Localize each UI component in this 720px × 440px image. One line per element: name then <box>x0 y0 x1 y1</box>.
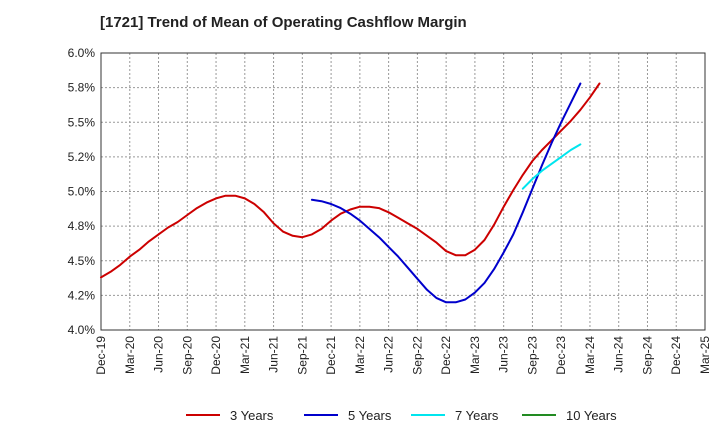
legend-swatch <box>304 414 338 416</box>
x-tick-label: Sep-24 <box>640 336 654 375</box>
y-tick-label: 4.0% <box>68 323 96 337</box>
series <box>100 82 601 304</box>
x-tick-label: Mar-25 <box>698 336 712 374</box>
x-tick-label: Sep-23 <box>525 336 539 375</box>
x-tick-label: Jun-24 <box>612 336 626 373</box>
y-tick-label: 4.8% <box>68 219 96 233</box>
legend-label: 5 Years <box>348 407 392 423</box>
x-tick-label: Mar-20 <box>123 336 137 374</box>
legend-item: 7 Years <box>411 402 498 428</box>
y-tick-label: 4.5% <box>68 254 96 268</box>
x-tick-label: Jun-23 <box>497 336 511 373</box>
chart-title: [1721] Trend of Mean of Operating Cashfl… <box>100 14 467 31</box>
legend-item: 5 Years <box>304 402 391 428</box>
x-tick-label: Dec-22 <box>439 336 453 375</box>
x-tick-label: Dec-23 <box>554 336 568 375</box>
y-tick-label: 5.8% <box>68 81 96 95</box>
legend: 3 Years 5 Years 7 Years 10 Years <box>0 402 720 428</box>
legend-item: 3 Years <box>186 402 273 428</box>
y-tick-label: 4.2% <box>68 288 96 302</box>
legend-label: 7 Years <box>455 407 499 423</box>
axes: 4.0% 4.2% 4.5% 4.8% 5.0% 5.2% 5.5% 5.8% 6.0% Dec-… <box>68 46 712 375</box>
x-tick-label: Dec-20 <box>209 336 223 375</box>
legend-label: 10 Years <box>566 407 617 423</box>
x-tick-label: Dec-24 <box>669 336 683 375</box>
legend-label: 3 Years <box>230 407 274 423</box>
y-tick-label: 5.2% <box>68 150 96 164</box>
x-tick-label: Mar-23 <box>468 336 482 374</box>
x-tick-label: Jun-20 <box>152 336 166 373</box>
x-tick-label: Mar-24 <box>583 336 597 374</box>
x-tick-label: Dec-21 <box>324 336 338 375</box>
x-tick-label: Dec-19 <box>94 336 108 375</box>
x-tick-label: Jun-21 <box>267 336 281 373</box>
y-tick-label: 5.0% <box>68 185 96 199</box>
series-line-5-years <box>310 82 582 304</box>
legend-item: 10 Years <box>522 402 617 428</box>
plot-frame <box>100 52 706 331</box>
y-tick-label: 6.0% <box>68 46 96 60</box>
x-tick-label: Mar-22 <box>353 336 367 374</box>
x-tick-label: Mar-21 <box>238 336 252 374</box>
x-tick-label: Sep-21 <box>295 336 309 375</box>
x-tick-label: Sep-22 <box>410 336 424 375</box>
legend-swatch <box>186 414 220 416</box>
x-tick-label: Jun-22 <box>382 336 396 373</box>
x-tick-label: Sep-20 <box>180 336 194 375</box>
legend-swatch <box>411 414 445 416</box>
grid <box>101 53 705 330</box>
legend-swatch <box>522 414 556 416</box>
series-line-7-years <box>521 143 582 190</box>
y-tick-label: 5.5% <box>68 115 96 129</box>
series-line-3-years <box>100 82 601 279</box>
